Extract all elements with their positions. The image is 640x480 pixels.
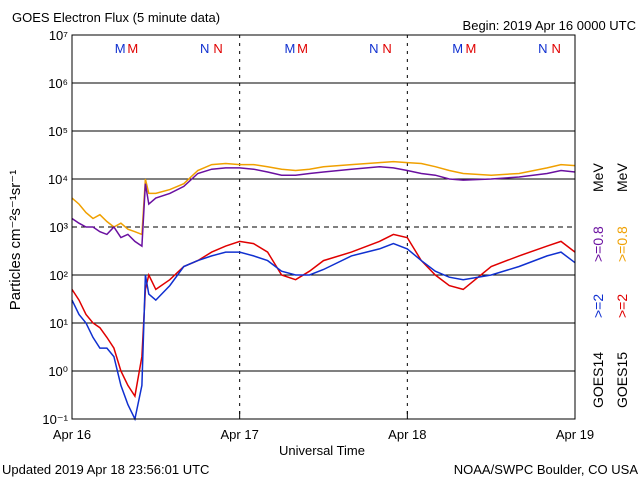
y-tick-label: 10¹ [49, 316, 68, 331]
mn-marker: M [115, 41, 126, 56]
mn-marker: N [213, 41, 222, 56]
flux-line [71, 233, 576, 399]
mn-marker: N [200, 41, 209, 56]
footer-updated: Updated 2019 Apr 18 23:56:01 UTC [2, 462, 209, 477]
flux-line [71, 165, 576, 248]
x-tick-label: Apr 16 [53, 427, 91, 442]
y-tick-label: 10⁻¹ [42, 412, 68, 427]
flux-line [71, 160, 576, 236]
legend-satellite: GOES15 [614, 352, 630, 408]
mn-marker: M [465, 41, 476, 56]
legend-entry: >=0.8 [614, 226, 630, 262]
mn-marker: M [452, 41, 463, 56]
footer-source: NOAA/SWPC Boulder, CO USA [454, 462, 639, 477]
mn-marker: M [127, 41, 138, 56]
mn-marker: N [369, 41, 378, 56]
legend-satellite: GOES14 [590, 352, 606, 408]
y-tick-label: 10⁶ [48, 76, 68, 91]
x-tick-label: Apr 17 [221, 427, 259, 442]
legend-entry: >=0.8 [590, 226, 606, 262]
x-tick-label: Apr 18 [388, 427, 426, 442]
y-tick-label: 10⁵ [48, 124, 68, 139]
chart-title: GOES Electron Flux (5 minute data) [12, 10, 220, 25]
y-tick-label: 10⁰ [48, 364, 68, 379]
y-tick-label: 10⁷ [49, 28, 68, 43]
flux-line [71, 242, 576, 422]
legend-unit: MeV [590, 163, 606, 192]
mn-marker: N [551, 41, 560, 56]
mn-marker: N [538, 41, 547, 56]
y-axis-label: Particles cm⁻²s⁻¹sr⁻¹ [7, 170, 24, 310]
legend-entry: >=2 [590, 294, 606, 318]
legend-entry: >=2 [614, 294, 630, 318]
x-axis-label: Universal Time [279, 443, 365, 458]
mn-marker: M [297, 41, 308, 56]
y-tick-label: 10³ [49, 220, 68, 235]
x-tick-label: Apr 19 [556, 427, 594, 442]
legend-unit: MeV [614, 163, 630, 192]
begin-time: Begin: 2019 Apr 16 0000 UTC [463, 18, 636, 33]
mn-marker: M [285, 41, 296, 56]
mn-marker: N [382, 41, 391, 56]
plot-frame [71, 34, 576, 420]
y-tick-label: 10⁴ [48, 172, 68, 187]
y-tick-label: 10² [49, 268, 68, 283]
